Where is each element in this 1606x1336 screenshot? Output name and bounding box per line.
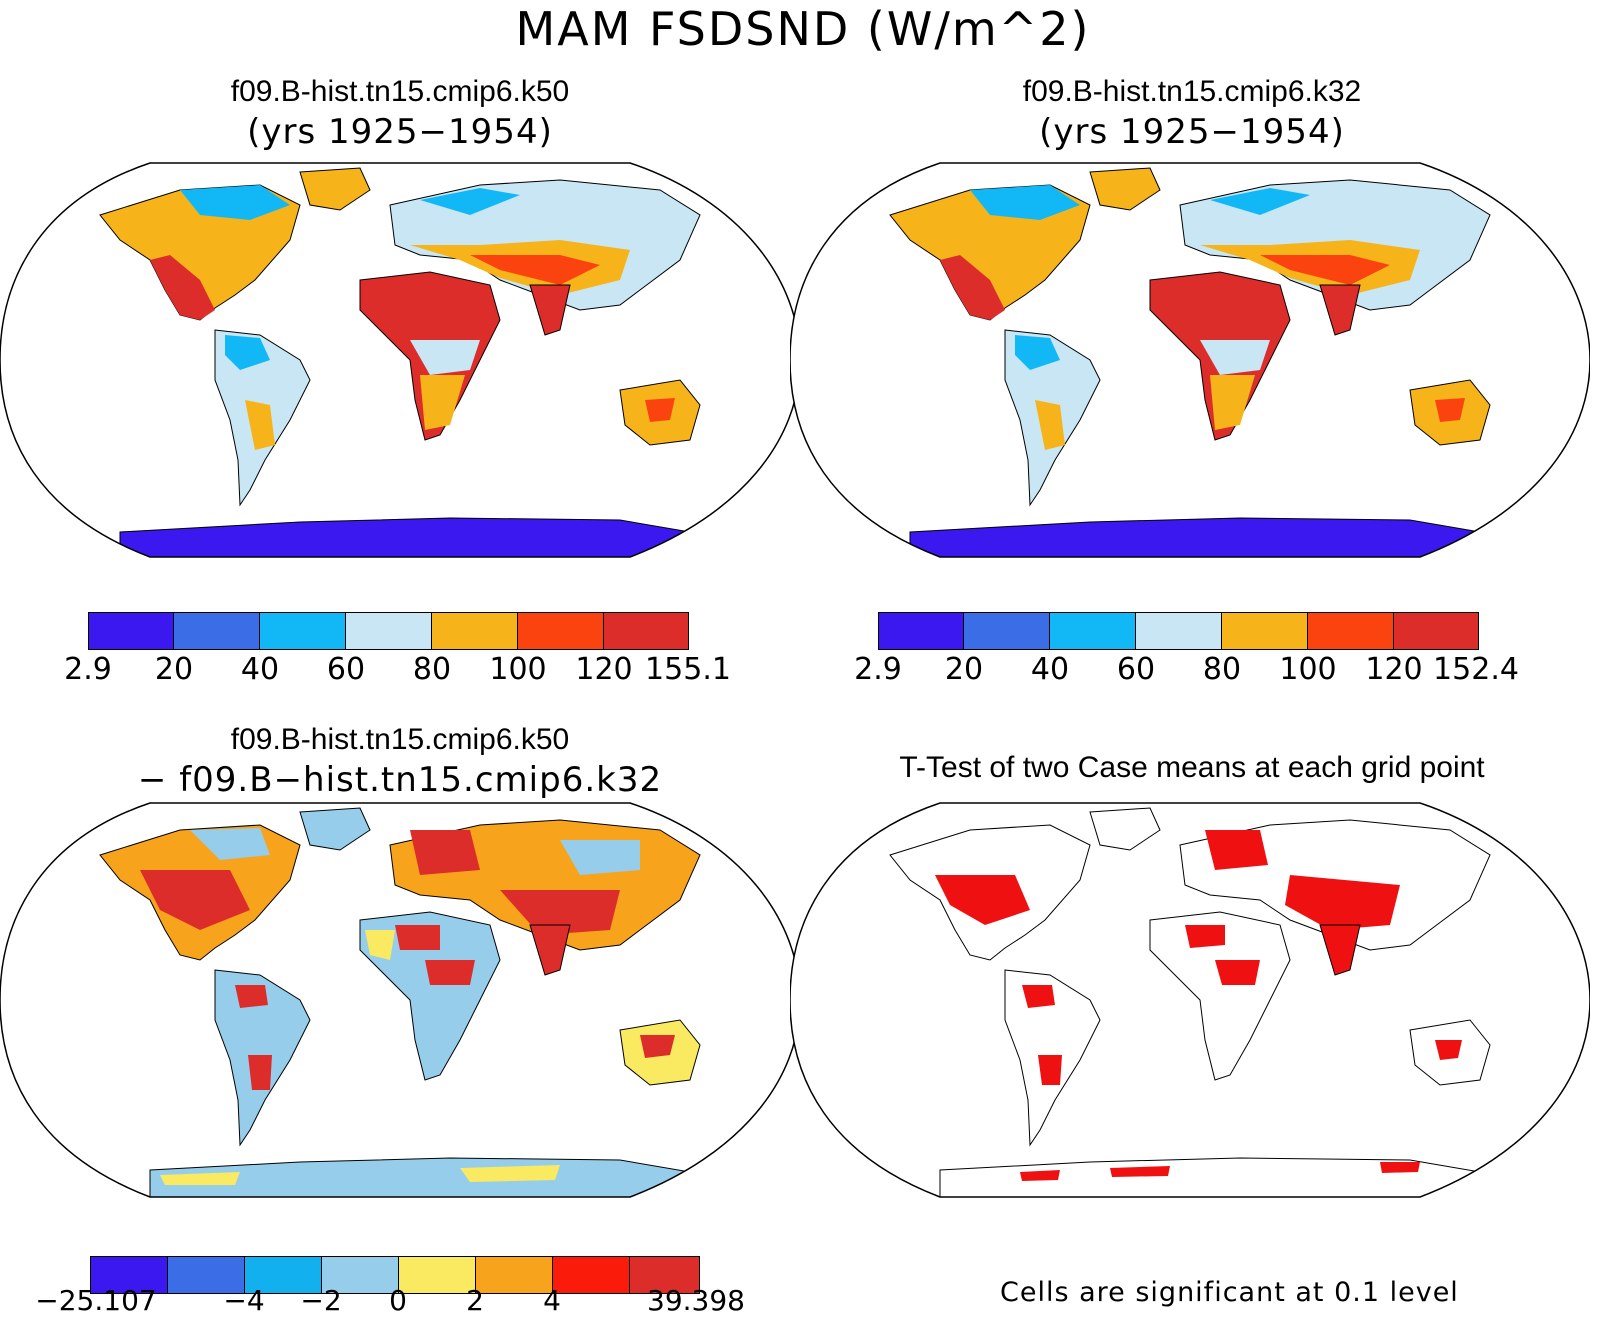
case-name: f09.B-hist.tn15.cmip6.k32 [1022,75,1362,108]
colorbar-swatch [167,1256,245,1294]
colorbar-label: 100 [1279,652,1337,687]
colorbar-label: 2.9 [64,652,112,687]
map-bottom-right [790,802,1590,1198]
colorbar-swatch [431,612,518,650]
colorbar-label: 120 [1365,652,1423,687]
colorbar-label: −25.107 [35,1284,157,1317]
colorbar-swatch [173,612,260,650]
india [529,284,571,336]
greenland [299,167,371,211]
colorbar-label: 40 [1030,652,1070,687]
colorbar-swatch [629,1256,700,1294]
colorbar-label: 2.9 [854,652,902,687]
case-name: f09.B-hist.tn15.cmip6.k50 [230,75,570,108]
colorbar-label: 40 [240,652,280,687]
colorbar-swatch [517,612,604,650]
colorbar-swatch [1393,612,1479,650]
colorbar-swatch [244,1256,322,1294]
colorbar-label: 80 [412,652,452,687]
colorbar-swatch [475,1256,553,1294]
year-range: (yrs 1925−1954) [1039,112,1345,152]
colorbar-swatch [1221,612,1308,650]
colorbar-swatch [88,612,174,650]
colorbar-bottom-left: −25.107 −4 −2 0 2 4 39.398 [35,1256,745,1336]
colorbar-swatch [1135,612,1222,650]
colorbar-top-right: 2.9 20 40 60 80 100 120 152.4 [854,612,1519,692]
map-top-left [0,162,800,558]
colorbar-label: 0 [389,1284,407,1317]
colorbar-label: 4 [543,1284,561,1317]
panel-title-top-left: f09.B-hist.tn15.cmip6.k50 (yrs 1925−1954… [40,72,760,152]
map-top-right [790,162,1590,558]
colorbar-label: 20 [944,652,984,687]
colorbar-swatch [90,1256,168,1294]
colorbar-label: 2 [466,1284,484,1317]
colorbar-swatch [345,612,432,650]
colorbar-swatch [259,612,346,650]
colorbar-swatch [603,612,689,650]
panel-title-bottom-left: f09.B-hist.tn15.cmip6.k50 − f09.B−hist.t… [40,720,760,800]
colorbar-swatch [321,1256,399,1294]
colorbar-top-left: 2.9 20 40 60 80 100 120 155.1 [64,612,731,692]
colorbar-label: 60 [326,652,366,687]
colorbar-label: 100 [489,652,547,687]
year-range: (yrs 1925−1954) [247,112,553,152]
colorbar-label: 60 [1116,652,1156,687]
minus-case-name: − f09.B−hist.tn15.cmip6.k32 [137,760,663,800]
case-name: f09.B-hist.tn15.cmip6.k50 [230,723,570,756]
colorbar-label: 20 [154,652,194,687]
colorbar-label: 152.4 [1433,652,1519,687]
colorbar-label: 80 [1202,652,1242,687]
colorbar-label: 39.398 [647,1284,745,1317]
antarctica [119,517,691,557]
map-bottom-left [0,802,800,1198]
colorbar-label: 120 [575,652,633,687]
ttest-title: T-Test of two Case means at each grid po… [899,751,1485,784]
significance-note: Cells are significant at 0.1 level [1000,1277,1459,1308]
colorbar-swatch [878,612,964,650]
panel-title-bottom-right: T-Test of two Case means at each grid po… [832,748,1552,788]
figure-title: MAM FSDSND (W/m^2) [515,2,1091,56]
colorbar-swatch [1049,612,1136,650]
colorbar-swatch [963,612,1050,650]
colorbar-swatch [1307,612,1394,650]
colorbar-swatch [552,1256,630,1294]
panel-title-top-right: f09.B-hist.tn15.cmip6.k32 (yrs 1925−1954… [832,72,1552,152]
colorbar-label: −4 [223,1284,265,1317]
colorbar-swatch [398,1256,476,1294]
colorbar-label: −2 [300,1284,342,1317]
colorbar-label: 155.1 [645,652,731,687]
